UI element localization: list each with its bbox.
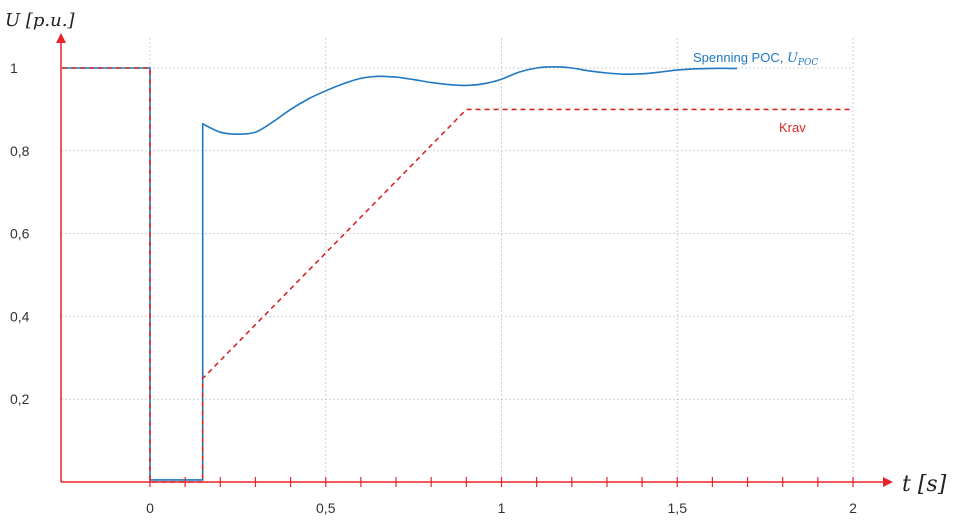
y-tick-label: 0,8 <box>10 143 30 159</box>
series-label-krav: Krav <box>779 120 806 135</box>
x-axis-title: t [s] <box>902 472 947 497</box>
x-tick-label: 1 <box>498 500 506 516</box>
x-tick-label: 2 <box>849 500 857 516</box>
y-tick-label: 0,4 <box>10 308 30 324</box>
y-tick-label: 0,2 <box>10 391 30 407</box>
series-layer <box>62 65 853 483</box>
series-line-krav <box>62 67 853 483</box>
axes <box>56 33 893 487</box>
x-tick-label: 0 <box>146 500 154 516</box>
y-axis-title: U [p.u.] <box>5 10 75 31</box>
series-line-spenning-poc <box>62 65 738 481</box>
y-tick-label: 1 <box>10 60 18 76</box>
x-tick-label: 0,5 <box>316 500 336 516</box>
x-tick-label: 1,5 <box>668 500 688 516</box>
y-tick-label: 0,6 <box>10 226 30 242</box>
labels: 0 0,5 1 1,5 2 0,2 0,4 0,6 0,8 1 U [p.u.] t [s] Spenn… <box>5 10 947 516</box>
series-label-spenning-poc: Spenning POC, UPOC <box>693 50 818 68</box>
grid <box>61 38 854 482</box>
